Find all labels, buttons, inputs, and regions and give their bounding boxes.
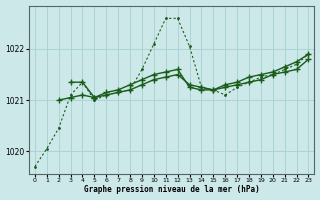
X-axis label: Graphe pression niveau de la mer (hPa): Graphe pression niveau de la mer (hPa) <box>84 185 260 194</box>
